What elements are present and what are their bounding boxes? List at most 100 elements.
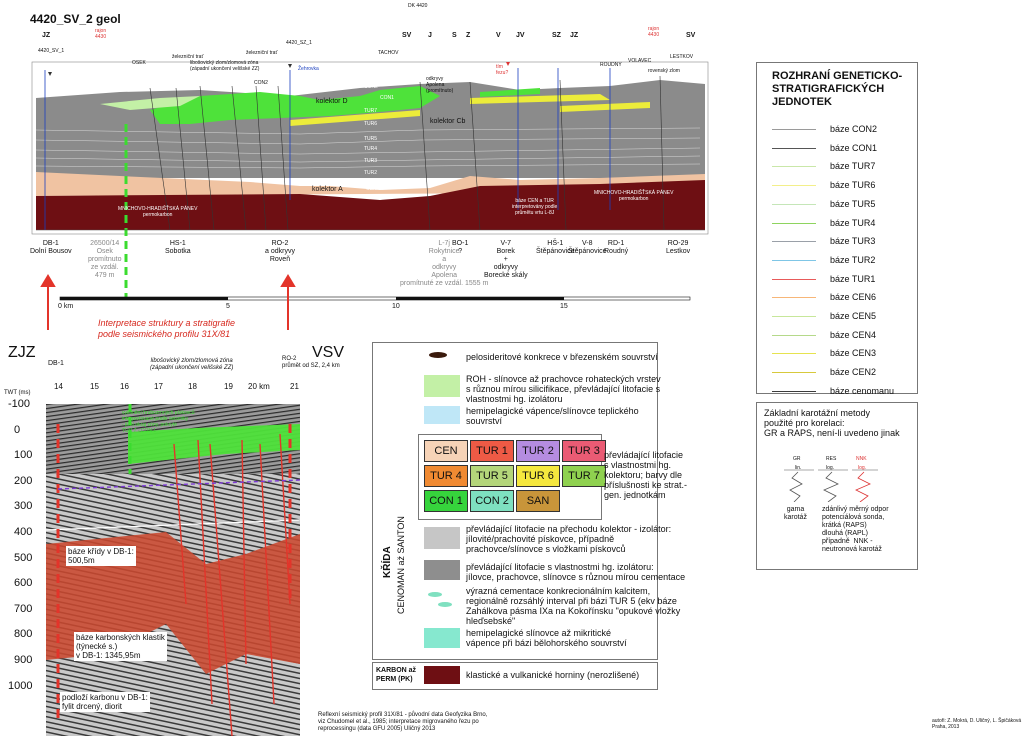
layer-label-7: TUR2 (364, 170, 378, 176)
boundary-label-0: báze CON2 (830, 124, 878, 134)
hemi2-swatch (424, 628, 460, 648)
logging-legend (756, 402, 918, 570)
label-karbon: KARBON až PERM (PK) (376, 667, 417, 683)
unit-tur-2: TUR 2 (516, 440, 560, 462)
boundary-label-12: báze CEN3 (830, 348, 877, 359)
label-cretaceous-base: báze křídy v DB-1: 500,5m (66, 546, 136, 566)
yellow-strip-3 (560, 102, 650, 112)
km-tick-3: 17 (154, 382, 163, 391)
scale-bar (59, 296, 691, 301)
boundary-line-2 (772, 166, 816, 168)
seismic-db1: DB-1 (48, 360, 64, 367)
km-tick-0: 14 (54, 382, 63, 391)
legend-roh: ROH - slínovce až prachovce rohateckých … (466, 374, 661, 404)
well-10: RO-29 Lestkov (666, 240, 691, 255)
twt-tick-3: 200 (14, 474, 33, 487)
km-tick-6: 20 km (248, 382, 270, 391)
page-title: 4420_SV_2 geol (30, 12, 121, 26)
legend-cement: výrazná cementace konkrecionálním kalcit… (466, 586, 681, 626)
izol-swatch (424, 560, 460, 580)
twt-tick-0: -100 (8, 398, 31, 410)
twt-tick-1: 0 (14, 423, 21, 436)
label-rail2: železniční trať (246, 50, 278, 56)
boundary-line-9 (772, 297, 816, 299)
boundary-line-10 (772, 316, 816, 317)
twt-tick-8: 700 (14, 602, 33, 615)
well-markers (48, 62, 510, 76)
direction-5: V (496, 32, 501, 39)
label-rovensky: rovenský zlom (648, 68, 680, 74)
boundary-label-7: báze TUR2 (830, 254, 876, 265)
seismic-fault: libošovický zlom/zlomová zóna (západní u… (150, 358, 234, 371)
geologic-cross-section (31, 61, 709, 330)
hemi1-swatch (424, 406, 460, 424)
legend-hemi2: hemipelagické slínovce až mikritické váp… (466, 628, 627, 648)
cement-swatch (424, 588, 460, 612)
log-res-desc: zdánlivý měrný odpor potenciálová sonda,… (822, 506, 889, 553)
layer-label-1: CON1 (380, 95, 394, 101)
well-8: V-8 Štěpánovice (568, 240, 607, 255)
km-tick-5: 19 (224, 382, 233, 391)
boundary-legend-title: ROZHRANÍ GENETICKO- STRATIGRAFICKÝCH JED… (772, 70, 903, 108)
label-zehrovka: Žehrovka (298, 66, 319, 72)
seismic-profile (46, 404, 300, 736)
seismic-green-note: vyklínění hrubozrnných pískovců interpre… (122, 410, 195, 434)
label-cenoman: CENOMAN až SANTON (396, 516, 406, 614)
boundary-label-8: báze TUR1 (830, 273, 876, 284)
layer-lines (35, 127, 701, 169)
label-roudny: ROUDNY (600, 62, 622, 68)
layer-label-0: CON2 (364, 84, 378, 90)
well-1: 26500/14 Osek promítnuto ze vzdál. 479 m (88, 240, 122, 279)
unit-tur-4: TUR 4 (424, 465, 468, 487)
well-0: DB-1 Dolní Bousov (30, 240, 72, 255)
boundary-line-12 (772, 353, 816, 355)
direction-1: SV (402, 32, 412, 39)
yellow-strip-2 (470, 94, 610, 104)
label-cen-tur: báze CEN a TUR interpretovány podle prům… (512, 198, 558, 216)
green-con-band (150, 86, 440, 124)
legend-izol: převládající litofacie s vlastnostmi hg.… (466, 562, 686, 582)
log-nnk-scale: log. (858, 465, 867, 471)
twt-tick-10: 900 (14, 654, 33, 666)
permocarbon-basin (36, 180, 705, 230)
label-carboniferous-base: báze karbonských klastik (týnecké s.) v … (74, 632, 167, 661)
authors: autoři: Z. Mokrá, D. Uličný, L. Špičákov… (932, 718, 1022, 730)
unit-con-1: CON 1 (424, 490, 468, 512)
layer-label-9: CEN (366, 186, 377, 192)
layer-label-2: TUR7 (364, 108, 378, 114)
legend-klast: klastické a vulkanické horniny (nerozliš… (466, 670, 640, 680)
twt-tick-4: 300 (14, 500, 33, 513)
label-rail1: železniční trať (172, 54, 204, 60)
unit-tur-3: TUR 3 (562, 440, 606, 462)
direction-6: JV (516, 32, 525, 39)
boundary-label-6: báze TUR3 (830, 236, 876, 247)
boundary-line-3 (772, 185, 816, 187)
boundary-line-7 (772, 259, 816, 261)
label-osek: OSEK (132, 60, 146, 66)
well-5: BO-1 ? (452, 240, 469, 255)
km-tick-7: 21 (290, 382, 299, 391)
light-green-wedge (100, 96, 200, 110)
boundary-line-4 (772, 203, 816, 205)
seismic-ro2: RO-2 průmět od SZ, 2,4 km (282, 356, 340, 369)
label-volavec: VOLAVEC (628, 58, 652, 64)
direction-9: SV (686, 32, 696, 39)
scale-label-2: 10 (392, 303, 400, 310)
log-gr-scale: lin. (795, 465, 802, 471)
unit-san: SAN (516, 490, 560, 512)
twt-tick-11: 1000 (8, 679, 33, 692)
label-basement: podloží karbonu v DB-1: fylit drcený, di… (60, 692, 150, 712)
label-sv1: 4420_SV_1 (38, 48, 65, 54)
unit-con-2: CON 2 (470, 490, 514, 512)
twt-tick-2: 100 (14, 449, 33, 462)
unit-cen: CEN (424, 440, 468, 462)
well-3: RO-2 a odkryvy Roveň (265, 240, 295, 263)
well-4: L-7j Rokytnice a odkryvy Apolena promítn… (400, 240, 489, 287)
scale-label-3: 15 (560, 303, 568, 310)
roh-swatch (424, 375, 460, 397)
footer-note: Reflexní seismický profil 31X/81 - původ… (318, 712, 488, 732)
label-basin-west: MNICHOVO-HRADIŠŤSKÁ PÁNEV permokarbon (118, 206, 198, 218)
well-logs (44, 68, 611, 230)
legend-hemi1: hemipelagické vápence/slínovce teplickéh… (466, 406, 639, 426)
boundary-label-9: báze CEN6 (830, 292, 877, 303)
